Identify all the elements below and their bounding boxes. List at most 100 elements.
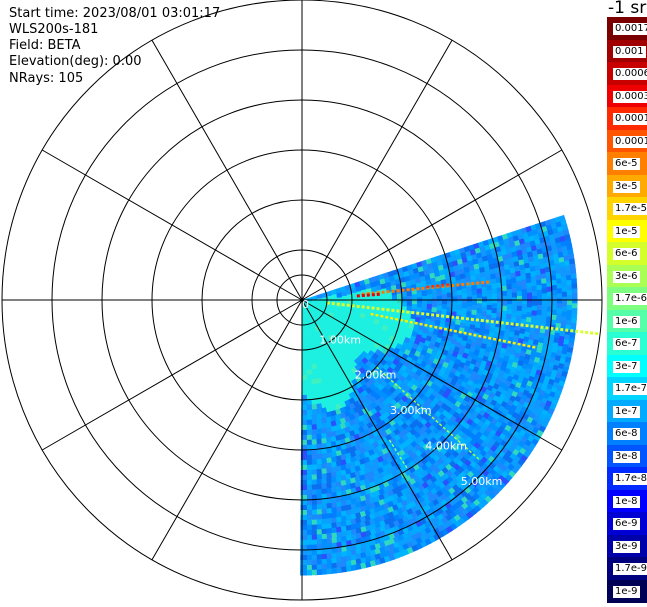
data-pixel [306,364,313,371]
data-pixel [306,349,312,356]
data-pixel [501,305,508,313]
data-pixel [306,339,313,346]
data-pixel [305,429,313,436]
data-pixel [305,514,313,521]
data-pixel [301,304,307,311]
data-pixel [315,448,323,455]
data-pixel [381,293,388,299]
data-pixel [310,353,317,360]
data-pixel [315,458,323,465]
data-pixel [526,292,533,300]
data-pixel [324,426,332,434]
data-pixel [360,308,367,315]
data-pixel [321,319,330,327]
data-pixel [396,293,403,300]
data-pixel [310,404,318,411]
data-pixel [300,514,308,521]
data-pixel [310,388,317,396]
data-pixel [381,303,388,309]
data-pixel [491,303,498,310]
data-pixel [426,289,433,296]
data-pixel [305,524,312,531]
data-pixel [378,317,386,324]
data-pixel [315,302,323,308]
data-pixel [300,534,308,541]
data-pixel [305,449,313,456]
data-pixel [397,267,404,275]
data-pixel [424,274,431,281]
data-pixel [338,337,347,346]
data-pixel [486,285,493,292]
data-pixel [461,288,468,295]
data-pixel [382,272,390,279]
data-pixel [349,282,357,290]
plume-streak [375,366,481,462]
data-pixel [401,265,409,273]
colorbar-swatch: 1.7e-6 [607,287,647,310]
data-pixel [310,348,317,355]
data-pixel [384,276,391,284]
data-pixel [301,389,307,396]
data-pixel [301,364,308,371]
data-pixel [306,379,313,386]
data-pixel [424,318,432,326]
data-pixel [365,307,372,315]
data-pixel [324,315,333,324]
data-pixel [411,299,418,306]
data-pixel [310,363,318,370]
data-pixel [428,267,435,275]
data-pixel [486,300,493,307]
data-pixel [370,286,378,293]
field-label: Field: BETA [9,38,81,53]
data-pixel [301,429,308,436]
data-pixel [305,499,313,506]
data-pixel [375,284,382,292]
data-pixel [441,308,448,316]
instrument-label: WLS200s-181 [9,22,99,37]
spoke-line [41,299,303,451]
data-pixel [306,359,312,366]
spoke-line [301,299,453,561]
data-pixel [330,303,338,310]
data-pixel [315,468,323,475]
data-pixel [441,299,448,306]
data-pixel [426,299,433,306]
data-pixel [361,357,369,366]
data-pixel [311,295,318,301]
data-pixel [310,504,318,511]
data-pixel [300,519,308,526]
data-pixel [461,303,468,310]
range-label: 5.00km [461,475,503,488]
data-pixel [330,331,339,340]
data-pixel [376,294,383,301]
data-pixel [346,299,353,305]
data-pixel [380,283,387,290]
data-pixel [471,284,478,292]
data-pixel [301,339,308,346]
data-pixel [320,397,327,404]
data-pixel [491,293,498,300]
data-pixel [506,294,513,301]
data-pixel [456,309,463,317]
data-pixel [455,274,462,282]
data-pixel [352,351,361,360]
data-pixel [306,374,313,381]
data-pixel [419,275,427,283]
colorbar-tick-label: 0.001 [613,45,646,58]
data-pixel [365,283,372,290]
data-pixel [388,275,396,282]
data-pixel [320,371,327,379]
data-pixel [315,499,323,506]
data-pixel [315,398,322,405]
data-pixel [349,311,357,318]
data-pixel [390,280,397,287]
data-pixel [412,267,420,275]
data-pixel [506,304,513,311]
data-pixel [325,457,333,464]
data-pixel [320,376,327,384]
data-pixel [348,348,357,357]
data-pixel [466,306,473,313]
data-pixel [371,296,378,303]
data-pixel [310,459,318,466]
data-pixel [450,276,457,284]
